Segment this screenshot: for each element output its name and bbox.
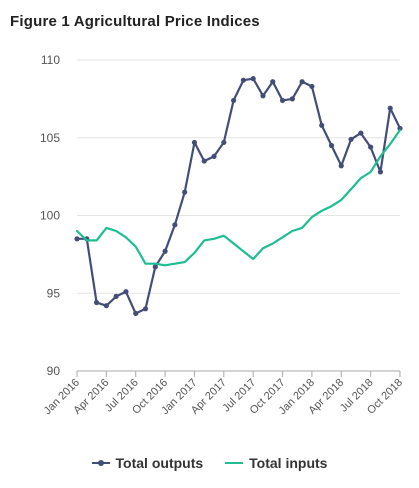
data-point-total-outputs[interactable] <box>348 136 354 142</box>
legend-label-total-inputs: Total inputs <box>249 455 328 471</box>
series-line-total-inputs <box>75 128 402 267</box>
data-point-total-outputs[interactable] <box>319 122 325 128</box>
data-point-total-outputs[interactable] <box>113 293 119 299</box>
data-point-total-outputs[interactable] <box>103 303 109 309</box>
data-point-total-outputs[interactable] <box>74 236 80 242</box>
y-tick-label: 110 <box>41 53 60 67</box>
data-point-total-outputs[interactable] <box>289 96 295 102</box>
data-point-total-outputs[interactable] <box>201 158 207 164</box>
grid-lines <box>77 59 400 372</box>
data-point-total-outputs[interactable] <box>240 77 246 83</box>
chart-title: Figure 1 Agricultural Price Indices <box>10 13 260 30</box>
y-tick-label: 100 <box>40 209 60 223</box>
data-point-total-outputs[interactable] <box>338 163 344 169</box>
data-point-total-outputs[interactable] <box>93 299 100 306</box>
y-tick-label: 90 <box>47 364 61 378</box>
y-axis-ticks: 90 95 100 105 110 <box>40 53 60 378</box>
data-point-total-outputs[interactable] <box>270 79 276 85</box>
data-point-total-outputs[interactable] <box>152 264 158 270</box>
y-tick-label: 105 <box>40 131 60 145</box>
data-point-total-outputs[interactable] <box>162 248 168 254</box>
legend-swatch-total-inputs <box>225 456 244 470</box>
data-point-total-outputs[interactable] <box>358 130 364 136</box>
data-point-total-outputs[interactable] <box>260 93 266 99</box>
data-point-total-outputs[interactable] <box>221 139 227 146</box>
series-line-total-outputs <box>75 77 402 315</box>
legend: Total outputs Total inputs <box>0 455 419 471</box>
data-point-total-outputs[interactable] <box>377 169 384 175</box>
data-point-total-outputs[interactable] <box>211 153 217 160</box>
series-lines <box>74 76 403 317</box>
data-point-total-outputs[interactable] <box>142 306 149 312</box>
data-point-total-outputs[interactable] <box>172 222 178 228</box>
data-point-total-outputs[interactable] <box>387 105 393 111</box>
data-point-total-outputs[interactable] <box>299 79 305 85</box>
data-point-total-outputs[interactable] <box>328 142 335 149</box>
data-point-total-outputs[interactable] <box>182 189 188 195</box>
data-point-total-outputs[interactable] <box>397 125 403 132</box>
data-point-total-outputs[interactable] <box>368 144 374 150</box>
data-point-total-outputs[interactable] <box>279 97 286 104</box>
data-point-total-outputs[interactable] <box>133 310 139 317</box>
data-point-total-outputs[interactable] <box>250 76 256 82</box>
legend-item-total-inputs[interactable]: Total inputs <box>225 455 327 471</box>
data-point-total-outputs[interactable] <box>191 139 198 146</box>
legend-item-total-outputs[interactable]: Total outputs <box>91 455 204 471</box>
legend-label-total-outputs: Total outputs <box>115 455 204 471</box>
legend-swatch-total-outputs <box>91 456 110 470</box>
data-point-total-outputs[interactable] <box>231 97 237 104</box>
data-point-total-outputs[interactable] <box>123 289 129 295</box>
y-tick-label: 95 <box>47 286 61 300</box>
data-point-total-outputs[interactable] <box>309 83 315 90</box>
